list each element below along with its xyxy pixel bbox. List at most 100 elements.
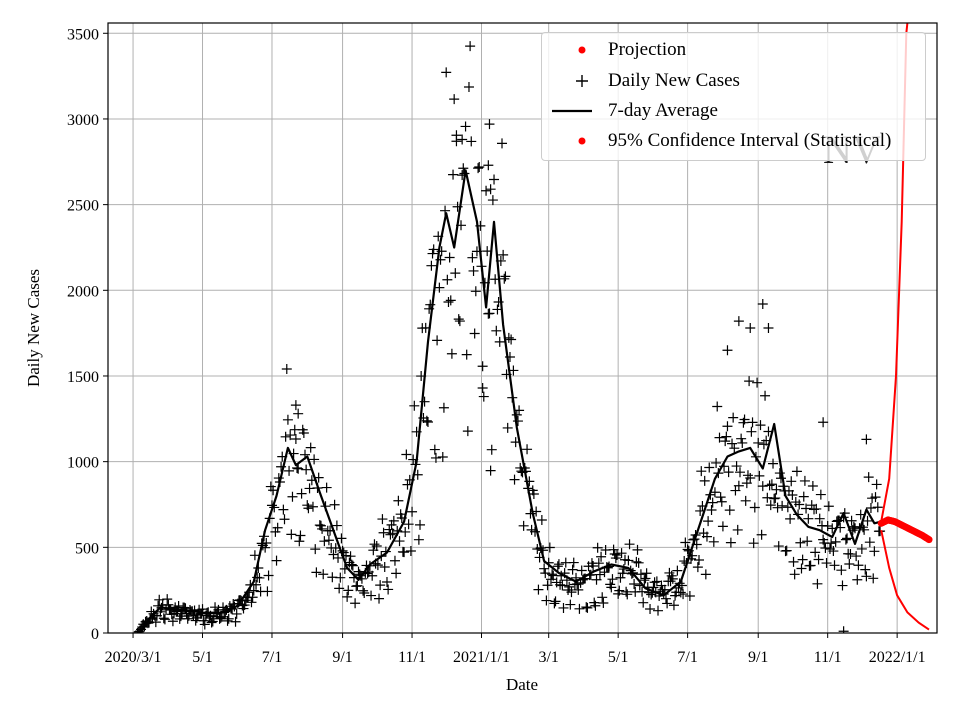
daily-case-marker — [171, 606, 182, 617]
daily-case-marker — [346, 559, 357, 570]
daily-case-marker — [694, 554, 705, 565]
daily-case-marker — [787, 489, 798, 500]
daily-case-marker — [557, 580, 568, 591]
daily-case-marker — [393, 495, 404, 506]
daily-case-marker — [293, 463, 304, 474]
daily-case-marker — [413, 534, 424, 545]
daily-case-marker — [868, 573, 879, 584]
daily-case-marker — [734, 467, 745, 478]
daily-case-marker — [446, 348, 457, 359]
daily-case-marker — [871, 479, 882, 490]
daily-case-marker — [616, 548, 627, 559]
legend-item-7-day-average: 7-day Average — [542, 96, 925, 126]
daily-case-marker — [448, 169, 459, 180]
daily-case-marker — [353, 566, 364, 577]
legend-line-icon — [552, 109, 592, 113]
daily-case-marker — [777, 500, 788, 511]
daily-case-marker — [755, 420, 766, 431]
daily-case-marker — [539, 563, 550, 574]
daily-case-marker — [351, 581, 362, 592]
daily-case-marker — [323, 535, 334, 546]
daily-case-marker — [811, 503, 822, 514]
daily-case-marker — [405, 546, 416, 557]
daily-case-marker — [498, 249, 509, 260]
x-tick-label: 7/1 — [677, 649, 697, 666]
daily-case-marker — [651, 576, 662, 587]
daily-case-marker — [422, 417, 433, 428]
daily-case-marker — [432, 335, 443, 346]
daily-case-marker — [609, 548, 620, 559]
daily-case-marker — [830, 536, 841, 547]
daily-case-marker — [567, 564, 578, 575]
daily-case-marker — [739, 414, 750, 425]
daily-case-marker — [813, 554, 824, 565]
daily-case-marker — [359, 588, 370, 599]
daily-case-marker — [836, 565, 847, 576]
daily-case-marker — [765, 500, 776, 511]
x-tick-label: 11/1 — [398, 649, 426, 666]
daily-case-marker — [771, 484, 782, 495]
daily-case-marker — [248, 585, 259, 596]
daily-case-marker — [736, 433, 747, 444]
daily-case-marker — [222, 615, 233, 626]
confidence-interval-lower-line — [880, 529, 930, 631]
daily-case-marker — [343, 585, 354, 596]
y-axis-label: Daily New Cases — [24, 269, 43, 387]
daily-case-marker — [454, 316, 465, 327]
daily-case-marker — [680, 537, 691, 548]
daily-case-marker — [863, 472, 874, 483]
daily-case-marker — [506, 334, 517, 345]
daily-case-marker — [453, 314, 464, 325]
daily-case-marker — [407, 506, 418, 517]
daily-case-marker — [272, 522, 283, 533]
plot-frame — [107, 22, 938, 634]
daily-case-marker — [468, 265, 479, 276]
daily-case-marker — [481, 185, 492, 196]
daily-case-marker — [511, 409, 522, 420]
daily-case-marker — [358, 585, 369, 596]
daily-case-marker — [421, 415, 432, 426]
daily-case-marker — [803, 513, 814, 524]
daily-case-marker — [696, 466, 707, 477]
daily-case-marker — [489, 174, 500, 185]
daily-case-marker — [268, 485, 279, 496]
daily-case-marker — [842, 533, 853, 544]
daily-case-marker — [592, 542, 603, 553]
daily-case-marker — [249, 550, 260, 561]
daily-case-marker — [740, 495, 751, 506]
daily-case-marker — [853, 560, 864, 571]
daily-case-marker — [372, 560, 383, 571]
daily-case-marker — [318, 569, 329, 580]
daily-case-marker — [371, 541, 382, 552]
daily-case-marker — [852, 574, 863, 585]
daily-case-marker — [134, 626, 145, 633]
daily-case-marker — [350, 598, 361, 609]
daily-case-marker — [544, 542, 555, 553]
daily-case-marker — [722, 421, 733, 432]
daily-case-marker — [303, 503, 314, 514]
daily-case-marker — [239, 600, 250, 611]
legend-label: Daily New Cases — [608, 70, 740, 91]
daily-case-marker — [769, 493, 780, 504]
daily-case-marker — [869, 546, 880, 557]
daily-case-marker — [799, 475, 810, 486]
daily-case-marker — [462, 426, 473, 437]
daily-case-marker — [427, 248, 438, 259]
daily-case-marker — [772, 502, 783, 513]
daily-case-marker — [437, 451, 448, 462]
daily-case-marker — [391, 568, 402, 579]
daily-case-marker — [199, 619, 210, 630]
daily-case-marker — [319, 536, 330, 547]
daily-case-marker — [614, 585, 625, 596]
daily-case-marker — [294, 536, 305, 547]
daily-case-marker — [485, 184, 496, 195]
daily-case-marker — [837, 580, 848, 591]
y-tick-label: 1000 — [67, 455, 99, 472]
daily-case-marker — [814, 513, 825, 524]
daily-case-marker — [450, 268, 461, 279]
daily-case-marker — [862, 515, 873, 526]
daily-case-marker — [766, 479, 777, 490]
daily-case-marker — [321, 482, 332, 493]
daily-case-marker — [768, 458, 779, 469]
daily-case-marker — [621, 586, 632, 597]
